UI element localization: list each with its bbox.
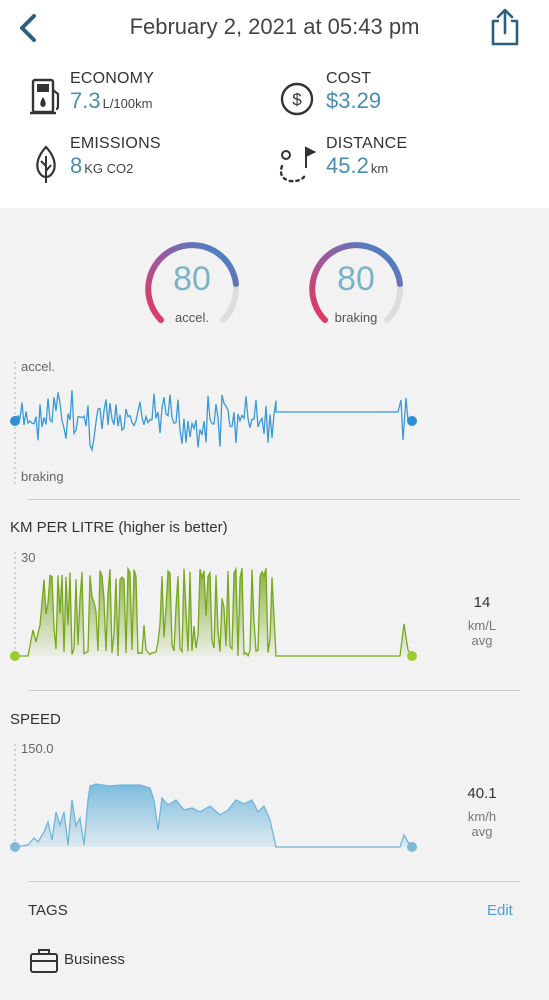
share-icon[interactable] — [488, 6, 522, 46]
cost-stat: COST $3.29 — [326, 70, 381, 114]
km-per-litre-average: 14 km/L avg — [452, 594, 512, 648]
econ-start-marker — [10, 651, 20, 661]
cost-value: $3.29 — [326, 88, 382, 113]
km-per-litre-line — [15, 566, 413, 658]
emissions-stat: EMISSIONS 8 KG CO2 — [70, 135, 161, 179]
back-arrow-icon[interactable] — [14, 10, 42, 46]
edit-tags-button[interactable]: Edit — [487, 902, 513, 919]
speed-avg-caption: avg — [471, 824, 493, 839]
km-per-litre-avg-unit: km/L — [467, 618, 497, 633]
speed-max-label: 150.0 — [21, 741, 54, 756]
braking-score-gauge: 80 braking — [306, 238, 406, 338]
speed-chart — [10, 744, 417, 852]
speed-avg-value: 40.1 — [467, 785, 497, 802]
distance-stat: DISTANCE 45.2 km — [326, 135, 407, 179]
dollar-coin-icon: $ — [280, 82, 314, 116]
accel-score-label: accel. — [175, 310, 209, 325]
leaf-icon — [36, 145, 56, 183]
accel-score-value: 80 — [173, 260, 211, 298]
km-per-litre-title: KM PER LITRE (higher is better) — [10, 519, 228, 536]
speed-line — [14, 783, 413, 848]
emissions-unit: KG CO2 — [84, 161, 134, 176]
route-flag-icon — [279, 146, 317, 183]
tag-item-business[interactable]: Business — [64, 951, 125, 968]
km-per-litre-avg-caption: avg — [471, 633, 493, 648]
distance-unit: km — [370, 161, 389, 176]
accel-end-marker — [407, 416, 417, 426]
km-per-litre-avg-value: 14 — [473, 594, 491, 611]
speed-end-marker — [407, 842, 417, 852]
accel-axis-label: accel. — [21, 359, 55, 374]
distance-label: DISTANCE — [326, 135, 408, 152]
speed-start-marker — [10, 842, 20, 852]
svg-text:$: $ — [292, 90, 302, 109]
economy-value: 7.3 — [70, 88, 101, 113]
cost-label: COST — [326, 70, 372, 87]
emissions-value: 8 — [70, 153, 83, 178]
km-per-litre-max-label: 30 — [21, 550, 36, 565]
trip-summary-panel — [0, 0, 549, 208]
accel-score-gauge: 80 accel. — [142, 238, 242, 338]
divider — [28, 690, 520, 691]
speed-avg-unit: km/h — [467, 809, 497, 824]
distance-value: 45.2 — [326, 153, 369, 178]
speed-title: SPEED — [10, 711, 61, 728]
accel-start-marker — [10, 416, 20, 426]
speed-average: 40.1 km/h avg — [452, 785, 512, 839]
emissions-label: EMISSIONS — [70, 135, 161, 152]
econ-end-marker — [407, 651, 417, 661]
accel-braking-line — [14, 390, 413, 453]
speed-area — [15, 784, 412, 847]
fuel-pump-icon — [30, 78, 60, 115]
economy-stat: ECONOMY 7.3 L/100km — [70, 70, 154, 114]
economy-unit: L/100km — [102, 96, 153, 111]
accel-braking-chart — [10, 362, 417, 485]
economy-label: ECONOMY — [70, 70, 155, 87]
trip-date-title: February 2, 2021 at 05:43 pm — [129, 14, 420, 39]
braking-score-value: 80 — [337, 260, 375, 298]
braking-axis-label: braking — [21, 469, 64, 484]
km-per-litre-chart — [10, 552, 417, 661]
braking-score-label: braking — [334, 310, 378, 325]
briefcase-icon — [30, 949, 58, 973]
divider — [28, 881, 520, 882]
divider — [28, 499, 520, 500]
tags-title: TAGS — [28, 902, 68, 919]
